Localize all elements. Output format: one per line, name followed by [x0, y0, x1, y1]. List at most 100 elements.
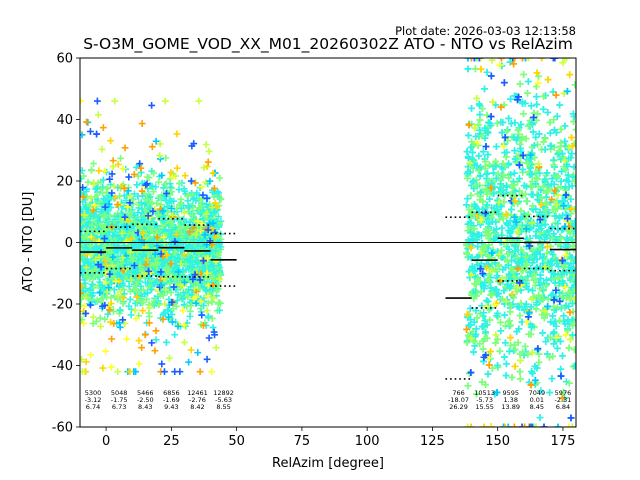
scatter-point	[104, 185, 111, 193]
scatter-point	[185, 358, 193, 366]
scatter-point	[208, 315, 216, 322]
scatter-point	[116, 323, 124, 331]
scatter-point	[175, 186, 183, 193]
scatter-point	[184, 293, 192, 301]
scatter-point	[161, 258, 169, 266]
scatter-point	[92, 266, 100, 274]
scatter-point	[141, 331, 149, 339]
scatter-point	[484, 370, 492, 378]
scatter-point	[161, 97, 169, 105]
scatter-point	[480, 271, 488, 279]
scatter-point	[175, 222, 183, 230]
scatter-point	[541, 135, 549, 142]
scatter-point	[508, 373, 516, 381]
scatter-point	[483, 297, 491, 304]
scatter-point	[559, 352, 566, 360]
scatter-point	[126, 212, 134, 220]
scatter-point	[144, 218, 152, 226]
scatter-point	[87, 212, 95, 220]
scatter-point	[506, 308, 514, 316]
scatter-point	[99, 294, 107, 302]
scatter-point	[182, 322, 190, 330]
scatter-point	[198, 263, 206, 271]
scatter-point	[186, 312, 194, 320]
scatter-point	[483, 111, 491, 119]
scatter-point	[122, 197, 130, 204]
scatter-point	[188, 191, 196, 198]
scatter-point	[114, 212, 122, 220]
scatter-point	[104, 207, 112, 215]
scatter-point	[166, 280, 174, 287]
scatter-point	[82, 226, 90, 234]
scatter-point	[216, 306, 223, 314]
scatter-point	[497, 327, 505, 335]
scatter-point	[198, 311, 206, 319]
scatter-point	[160, 309, 168, 317]
scatter-point	[127, 311, 135, 319]
scatter-point	[520, 71, 528, 78]
scatter-point	[516, 368, 524, 376]
scatter-point	[155, 211, 163, 219]
scatter-point	[560, 312, 568, 320]
scatter-point	[154, 259, 162, 267]
scatter-point	[511, 147, 518, 155]
scatter-point	[535, 130, 543, 138]
scatter-point	[178, 295, 186, 303]
scatter-point	[493, 119, 501, 127]
scatter-point	[135, 360, 143, 368]
scatter-point	[539, 105, 547, 113]
scatter-point	[103, 196, 111, 204]
scatter-point	[100, 195, 108, 202]
scatter-point	[208, 368, 216, 376]
scatter-point	[212, 207, 219, 214]
scatter-point	[492, 143, 500, 151]
scatter-point	[208, 298, 216, 306]
scatter-point	[101, 315, 109, 323]
scatter-point	[170, 197, 178, 205]
scatter-point	[188, 263, 196, 271]
scatter-point	[135, 230, 143, 238]
scatter-point	[533, 93, 540, 101]
scatter-point	[470, 348, 477, 356]
scatter-point	[535, 358, 543, 366]
scatter-point	[195, 205, 203, 213]
scatter-point	[129, 268, 137, 276]
scatter-point	[89, 289, 97, 297]
scatter-point	[160, 184, 167, 192]
scatter-point	[162, 154, 170, 162]
scatter-point	[80, 172, 88, 180]
scatter-point	[145, 237, 153, 245]
scatter-point	[479, 345, 487, 353]
scatter-point	[201, 283, 209, 291]
scatter-point	[153, 200, 161, 207]
scatter-point	[533, 101, 541, 108]
scatter-point	[214, 217, 222, 224]
scatter-point	[160, 216, 168, 224]
scatter-point	[94, 213, 102, 221]
scatter-point	[137, 199, 145, 207]
scatter-point	[148, 300, 156, 308]
scatter-point	[571, 81, 576, 89]
scatter-point	[158, 262, 166, 270]
scatter-point	[130, 243, 138, 251]
scatter-point	[516, 312, 524, 320]
scatter-point	[88, 222, 96, 229]
scatter-point	[174, 275, 182, 283]
scatter-point	[132, 285, 140, 293]
scatter-point	[137, 282, 145, 290]
scatter-point	[172, 249, 179, 256]
scatter-point	[131, 190, 138, 198]
scatter-point	[96, 198, 104, 206]
scatter-point	[99, 124, 107, 132]
scatter-point	[146, 234, 154, 241]
scatter-point	[541, 146, 549, 153]
scatter-point	[187, 283, 195, 291]
scatter-point	[151, 280, 158, 288]
scatter-point	[197, 201, 205, 209]
scatter-point	[87, 128, 94, 135]
scatter-point	[80, 216, 85, 224]
scatter-point	[126, 296, 134, 303]
scatter-point	[202, 141, 210, 148]
scatter-point	[104, 310, 112, 318]
scatter-point	[140, 250, 147, 258]
